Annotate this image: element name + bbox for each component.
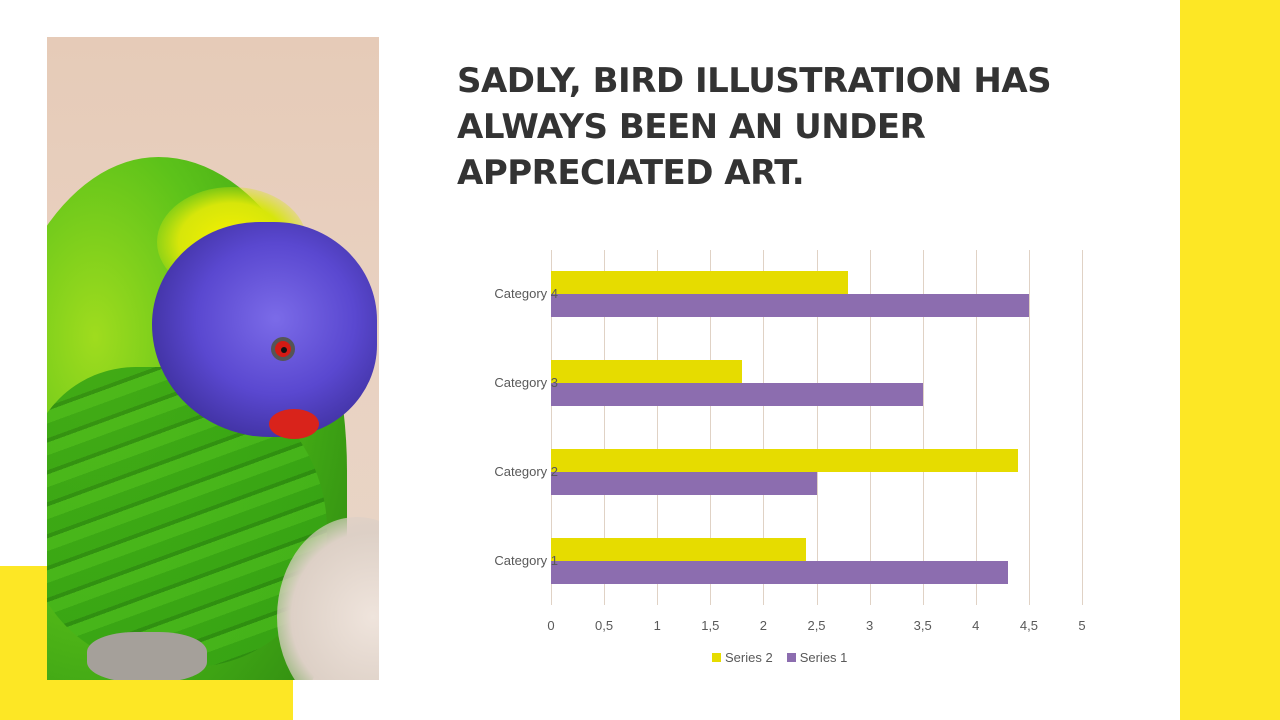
x-tick-label: 1 — [653, 618, 661, 633]
gridline — [922, 250, 924, 605]
chart-legend: Series 2 Series 1 — [712, 650, 847, 665]
bar-series-1 — [551, 294, 1029, 317]
x-tick-label: 3,5 — [913, 618, 932, 633]
category-label: Category 1 — [494, 553, 558, 568]
gridline — [1028, 250, 1030, 605]
bar-series-1 — [551, 561, 1008, 584]
x-tick-label: 4 — [972, 618, 980, 633]
gridline — [604, 250, 606, 605]
slide-title: SADLY, BIRD ILLUSTRATION HAS ALWAYS BEEN… — [457, 58, 1097, 196]
bar-series-2 — [551, 449, 1019, 472]
x-tick-label: 0 — [547, 618, 555, 633]
x-tick-label: 5 — [1078, 618, 1086, 633]
category-label: Category 4 — [494, 286, 558, 301]
category-label: Category 2 — [494, 464, 558, 479]
x-tick-label: 0,5 — [595, 618, 614, 633]
x-tick-label: 2 — [759, 618, 768, 633]
gridline — [869, 250, 871, 605]
gridline — [816, 250, 818, 605]
title-line-1: SADLY, BIRD ILLUSTRATION HAS — [457, 61, 1052, 101]
title-line-2: ALWAYS BEEN AN UNDER — [457, 107, 926, 147]
category-label: Category 3 — [494, 375, 558, 390]
gridline — [975, 250, 977, 605]
x-tick-label: 1,5 — [701, 618, 720, 633]
x-tick-label: 3 — [865, 618, 874, 633]
bar-chart: Category 1 Category 2 Category 3 Category 4… — [440, 240, 1120, 680]
bar-series-2 — [551, 271, 849, 294]
bar-series-1 — [551, 472, 817, 495]
yellow-accent-bar-right — [1180, 0, 1280, 720]
title-line-3: APPRECIATED ART. — [457, 153, 805, 193]
gridline — [1082, 250, 1083, 605]
gridline — [551, 250, 552, 605]
parrot-photo — [47, 37, 379, 680]
legend-swatch-series-2 — [712, 653, 721, 662]
legend-swatch-series-1 — [786, 653, 796, 662]
gridline — [710, 250, 712, 605]
x-tick-label: 2,5 — [807, 618, 826, 633]
bar-series-2 — [551, 360, 743, 383]
legend-label-series-1: Series 1 — [799, 650, 848, 665]
x-tick-label: 4,5 — [1019, 618, 1038, 633]
gridline — [657, 250, 659, 605]
legend-label-series-2: Series 2 — [725, 650, 773, 665]
bar-series-2 — [551, 538, 806, 561]
legend-item-series-1: Series 1 — [786, 650, 848, 665]
gridline — [763, 250, 765, 605]
legend-item-series-2: Series 2 — [712, 650, 773, 665]
bar-series-1 — [551, 383, 923, 406]
